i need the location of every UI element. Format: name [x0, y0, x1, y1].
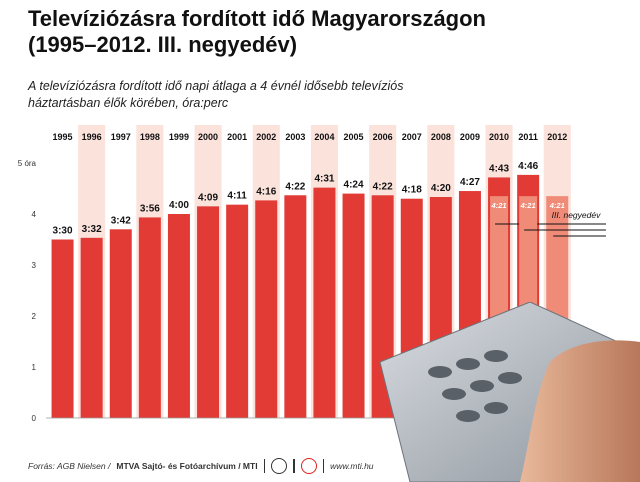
- separator: [263, 459, 266, 473]
- x-tick-label: 2006: [373, 132, 393, 142]
- footer: Forrás: AGB Nielsen / MTVA Sajtó- és Fot…: [28, 458, 374, 474]
- y-tick-label: 1: [32, 363, 37, 372]
- bar: [80, 237, 103, 418]
- bar: [51, 239, 74, 418]
- mti-logo-icon: [300, 458, 317, 474]
- x-tick-label: 2003: [285, 132, 305, 142]
- bar: [197, 206, 220, 418]
- data-label: 4:43: [489, 163, 509, 174]
- chart-subtitle: A televíziózásra fordított idő napi átla…: [28, 78, 448, 112]
- subtitle-line-2: háztartásban élők körében, óra:perc: [28, 96, 229, 110]
- data-label: 4:16: [256, 186, 276, 197]
- x-tick-label: 2008: [431, 132, 451, 142]
- bar: [167, 214, 190, 418]
- data-label: 4:46: [518, 161, 538, 172]
- y-tick-label: 4: [32, 210, 37, 219]
- x-tick-label: 2000: [198, 132, 218, 142]
- subtitle-line-1: A televíziózásra fordított idő napi átla…: [28, 79, 404, 93]
- bar: [284, 195, 307, 418]
- bar: [109, 229, 132, 418]
- source-text: Forrás: AGB Nielsen /: [28, 461, 111, 471]
- url-text: www.mti.hu: [330, 461, 374, 471]
- data-label: 3:42: [111, 215, 131, 226]
- x-tick-label: 2001: [227, 132, 247, 142]
- x-tick-label: 2005: [344, 132, 364, 142]
- x-tick-label: 2002: [256, 132, 276, 142]
- x-tick-label: 2004: [314, 132, 334, 142]
- remote-control-image: [379, 302, 640, 482]
- bar: [313, 187, 336, 418]
- data-label: 4:09: [198, 192, 218, 203]
- y-tick-label: 0: [32, 414, 37, 423]
- mtva-logo-icon: [271, 458, 288, 474]
- y-tick-label: 5 óra: [18, 159, 37, 168]
- data-label: 4:20: [431, 183, 451, 194]
- x-tick-label: 1999: [169, 132, 189, 142]
- agency-text: MTVA Sajtó- és Fotóarchívum / MTI: [116, 461, 258, 471]
- x-tick-label: 2010: [489, 132, 509, 142]
- x-tick-label: 2012: [547, 132, 567, 142]
- data-label: 4:24: [344, 180, 364, 191]
- data-label: 4:00: [169, 200, 189, 211]
- x-tick-label: 2007: [402, 132, 422, 142]
- data-label: 4:31: [314, 174, 334, 185]
- x-tick-label: 1995: [53, 132, 73, 142]
- title-line-2: (1995–2012. III. negyedév): [28, 32, 298, 57]
- data-label: 3:30: [53, 226, 73, 237]
- y-tick-label: 2: [32, 312, 37, 321]
- data-label: 4:11: [227, 191, 247, 202]
- bar: [138, 217, 161, 418]
- x-tick-label: 2009: [460, 132, 480, 142]
- bar: [342, 193, 365, 418]
- chart-title: Televíziózásra fordított idő Magyarorszá…: [28, 6, 588, 58]
- q3-data-label: 4:21: [491, 201, 507, 210]
- separator: [293, 459, 295, 473]
- title-line-1: Televíziózásra fordított idő Magyarorszá…: [28, 6, 486, 31]
- x-tick-label: 1998: [140, 132, 160, 142]
- bar: [226, 204, 249, 418]
- q3-data-label: 4:21: [549, 201, 565, 210]
- data-label: 4:22: [285, 181, 305, 192]
- x-tick-label: 1996: [82, 132, 102, 142]
- data-label: 4:22: [373, 181, 393, 192]
- data-label: 3:56: [140, 203, 160, 214]
- q3-legend-label: III. negyedév: [552, 210, 601, 220]
- x-tick-label: 2011: [518, 132, 538, 142]
- data-label: 3:32: [82, 224, 102, 235]
- separator: [322, 459, 325, 473]
- x-tick-label: 1997: [111, 132, 131, 142]
- data-label: 4:18: [402, 185, 422, 196]
- bar: [255, 200, 278, 418]
- q3-data-label: 4:21: [520, 201, 536, 210]
- data-label: 4:27: [460, 177, 480, 188]
- y-tick-label: 3: [32, 261, 37, 270]
